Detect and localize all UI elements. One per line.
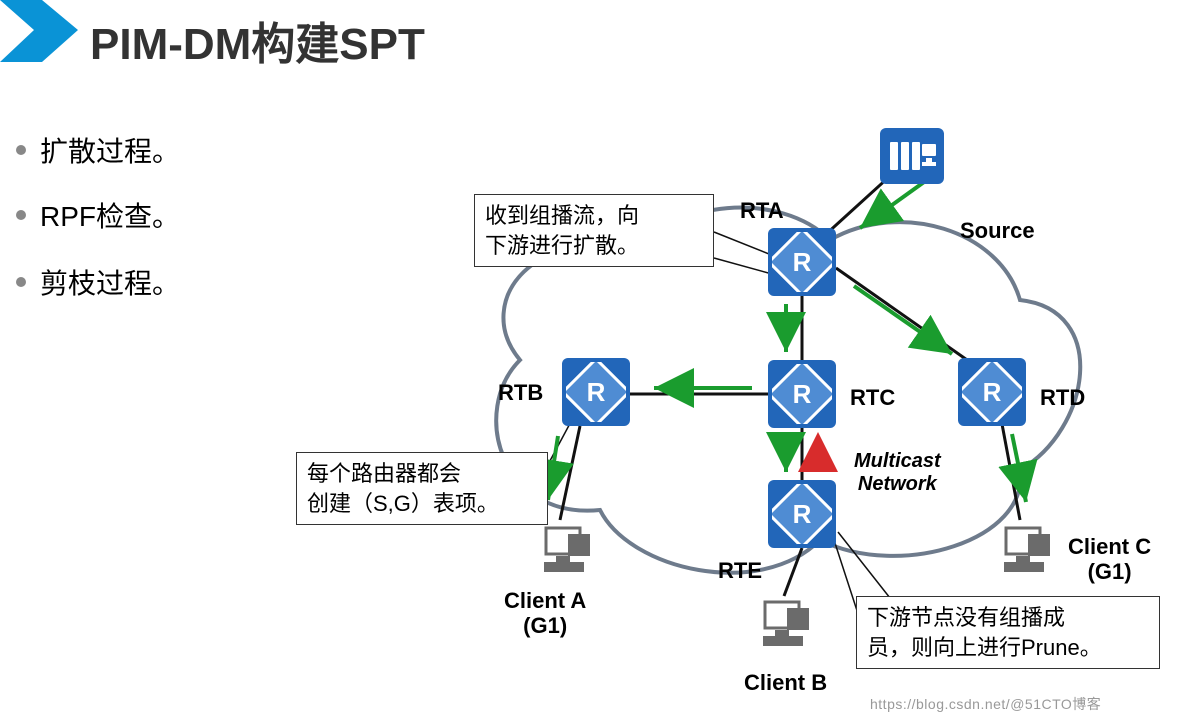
bullet-text: 剪枝过程。 — [40, 262, 180, 302]
client-b — [755, 596, 811, 657]
router-rtc: R — [768, 360, 836, 428]
router-label-rta: RTA — [740, 198, 784, 224]
router-label-rtc: RTC — [850, 385, 895, 411]
callout-group — [544, 232, 890, 626]
router-label-rtd: RTD — [1040, 385, 1085, 411]
server-computer-icon — [886, 134, 938, 178]
router-icon: R — [772, 484, 832, 544]
router-label-rte: RTE — [718, 558, 762, 584]
annotation-line2: 创建（S,G）表项。 — [307, 491, 499, 516]
annotation-line1: 每个路由器都会 — [307, 461, 461, 486]
annotation-line2: 下游进行扩散。 — [485, 233, 639, 258]
bullet-1: 扩散过程。 — [16, 130, 180, 170]
watermark: https://blog.csdn.net/@51CTO博客 — [870, 694, 1101, 714]
router-label-rtb: RTB — [498, 380, 543, 406]
source-label: Source — [960, 218, 1035, 244]
multicast-network-label: Multicast Network — [854, 450, 941, 496]
bullet-3: 剪枝过程。 — [16, 262, 180, 302]
bullet-text: 扩散过程。 — [40, 130, 180, 170]
router-rte: R — [768, 480, 836, 548]
title-arrow-icon — [0, 0, 78, 62]
page-title: PIM-DM构建SPT — [90, 8, 425, 72]
computer-icon — [996, 522, 1052, 578]
client-label-a: Client A(G1) — [504, 588, 586, 639]
annotation-line1: 收到组播流，向 — [485, 203, 639, 228]
annotation-flood: 收到组播流，向 下游进行扩散。 — [474, 194, 714, 267]
client-label-b: Client B — [744, 670, 827, 695]
source-icon — [880, 128, 944, 184]
svg-text:R: R — [587, 377, 606, 407]
router-rtb: R — [562, 358, 630, 426]
bullet-dot-icon — [16, 145, 26, 155]
annotation-line1: 下游节点没有组播成 — [867, 605, 1065, 630]
annotation-prune: 下游节点没有组播成 员，则向上进行Prune。 — [856, 596, 1160, 669]
svg-text:R: R — [793, 247, 812, 277]
computer-icon — [755, 596, 811, 652]
router-icon: R — [772, 364, 832, 424]
client-a — [536, 522, 592, 583]
bullet-text: RPF检查。 — [40, 195, 180, 235]
svg-text:R: R — [793, 499, 812, 529]
router-rtd: R — [958, 358, 1026, 426]
annotation-sg: 每个路由器都会 创建（S,G）表项。 — [296, 452, 548, 525]
svg-text:R: R — [983, 377, 1002, 407]
client-label-c: Client C(G1) — [1068, 534, 1151, 585]
router-icon: R — [772, 232, 832, 292]
computer-icon — [536, 522, 592, 578]
bullet-2: RPF检查。 — [16, 195, 180, 235]
router-rta: R — [768, 228, 836, 296]
client-c — [996, 522, 1052, 583]
annotation-line2: 员，则向上进行Prune。 — [867, 635, 1102, 660]
bullet-dot-icon — [16, 210, 26, 220]
router-icon: R — [962, 362, 1022, 422]
svg-text:R: R — [793, 379, 812, 409]
bullet-dot-icon — [16, 277, 26, 287]
router-icon: R — [566, 362, 626, 422]
